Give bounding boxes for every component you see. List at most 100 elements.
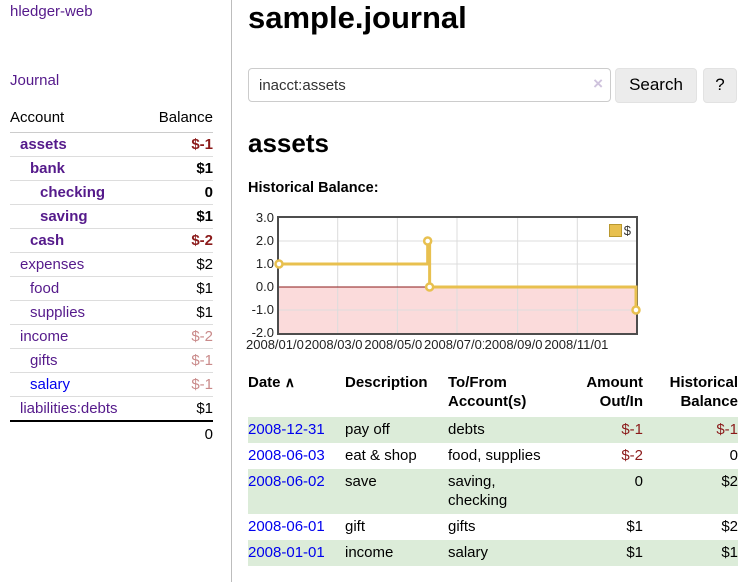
y-tick-label: 3.0 bbox=[255, 209, 274, 225]
journal-link[interactable]: Journal bbox=[10, 72, 60, 89]
app-title-link[interactable]: hledger-web bbox=[10, 3, 93, 20]
transaction-balance: $2 bbox=[721, 472, 738, 490]
account-balance: $-2 bbox=[144, 324, 213, 349]
account-row: salary $-1 bbox=[10, 372, 213, 397]
help-button[interactable]: ? bbox=[703, 67, 737, 103]
register-header-row: Date ∧ Description To/From Account(s) Am… bbox=[248, 371, 738, 417]
transaction-row: 2008-12-31 pay off debts $-1 $-1 bbox=[248, 416, 738, 443]
data-point-marker bbox=[422, 235, 433, 246]
account-row: checking 0 bbox=[10, 180, 213, 205]
transaction-date-link[interactable]: 2008-12-31 bbox=[248, 420, 325, 438]
chart-series-svg bbox=[274, 217, 641, 333]
account-balance: $1 bbox=[144, 204, 213, 229]
account-balance: $-1 bbox=[144, 372, 213, 397]
accounts-header-balance: Balance bbox=[144, 107, 213, 133]
chart-legend: $ bbox=[608, 222, 631, 238]
main-content: sample.journal × Search ? assets Histori… bbox=[245, 0, 738, 566]
accounts-table: Account Balance assets $-1 bank $1 checkin… bbox=[10, 107, 213, 446]
y-tick-label: 0.0 bbox=[255, 278, 274, 294]
account-link-checking[interactable]: checking bbox=[40, 184, 106, 201]
account-link-liabilities-debts[interactable]: liabilities:debts bbox=[20, 400, 118, 417]
clear-search-icon[interactable]: × bbox=[593, 74, 603, 94]
transaction-balance: 0 bbox=[729, 446, 738, 464]
transaction-date-link[interactable]: 2008-01-01 bbox=[248, 543, 325, 561]
account-row: assets $-1 bbox=[10, 132, 213, 157]
account-balance: $1 bbox=[144, 156, 213, 181]
y-tick-label: 1.0 bbox=[255, 255, 274, 271]
search-bar: × Search ? bbox=[248, 67, 738, 103]
transaction-row: 2008-06-03 eat & shop food, supplies $-2… bbox=[248, 443, 738, 469]
transaction-date-link[interactable]: 2008-06-01 bbox=[248, 517, 325, 535]
account-link-gifts[interactable]: gifts bbox=[30, 352, 58, 369]
account-link-salary[interactable]: salary bbox=[30, 376, 71, 393]
account-row: cash $-2 bbox=[10, 228, 213, 253]
account-row: expenses $2 bbox=[10, 252, 213, 277]
account-balance: $-1 bbox=[144, 132, 213, 157]
chart-title: Historical Balance: bbox=[248, 179, 379, 196]
chart-plot-area: $ bbox=[274, 215, 641, 335]
transaction-row: 2008-06-01 gift gifts $1 $2 bbox=[248, 514, 738, 540]
accounts-header-row: Account Balance bbox=[10, 107, 213, 133]
account-balance: $-1 bbox=[144, 348, 213, 373]
transaction-description: pay off bbox=[345, 420, 390, 438]
legend-swatch-icon bbox=[608, 223, 622, 237]
account-link-supplies[interactable]: supplies bbox=[30, 304, 86, 321]
chart-x-axis: 2008/01/01 2008/03/01 2008/05/01 2008/07/01… bbox=[245, 336, 738, 353]
account-balance: $1 bbox=[144, 300, 213, 325]
x-tick-label: 2008/01/01 bbox=[245, 336, 313, 352]
account-row: gifts $-1 bbox=[10, 348, 213, 373]
account-row: saving $1 bbox=[10, 204, 213, 229]
search-input[interactable] bbox=[248, 68, 611, 103]
transaction-description: income bbox=[345, 543, 394, 561]
account-row: supplies $1 bbox=[10, 300, 213, 325]
x-tick-label: 2008/05/01 bbox=[363, 336, 431, 352]
account-link-bank[interactable]: bank bbox=[30, 160, 66, 177]
transaction-row: 2008-06-02 save saving, checking 0 $2 bbox=[248, 468, 738, 514]
x-tick-label: 2008/09/01 bbox=[483, 336, 551, 352]
y-tick-label: 2.0 bbox=[255, 232, 274, 248]
transaction-amount: $-2 bbox=[621, 446, 643, 464]
legend-label: $ bbox=[623, 222, 631, 238]
register-table: Date ∧ Description To/From Account(s) Am… bbox=[248, 371, 738, 566]
transaction-description: save bbox=[345, 472, 377, 490]
register-header-date[interactable]: Date ∧ bbox=[248, 373, 295, 391]
transaction-accounts: debts bbox=[448, 420, 485, 438]
page-title: sample.journal bbox=[248, 0, 467, 35]
data-point-marker bbox=[631, 304, 641, 315]
data-point-marker bbox=[274, 258, 284, 269]
register-header-balance: Historical Balance bbox=[669, 373, 738, 410]
account-section-title: assets bbox=[248, 127, 329, 158]
account-link-saving[interactable]: saving bbox=[40, 208, 88, 225]
transaction-description: gift bbox=[345, 517, 366, 535]
transaction-date-link[interactable]: 2008-06-03 bbox=[248, 446, 325, 464]
account-link-food[interactable]: food bbox=[30, 280, 60, 297]
register-header-accounts: To/From Account(s) bbox=[448, 373, 527, 410]
transaction-balance: $-1 bbox=[716, 420, 738, 438]
balance-chart: 3.0 2.0 1.0 0.0 -1.0 -2.0 $ 2008/01/01 2008/03… bbox=[245, 209, 738, 355]
account-link-cash[interactable]: cash bbox=[30, 232, 65, 249]
transaction-accounts: salary bbox=[448, 543, 489, 561]
account-link-assets[interactable]: assets bbox=[20, 136, 67, 153]
account-balance: 0 bbox=[144, 180, 213, 205]
account-balance: $1 bbox=[196, 400, 213, 417]
transaction-amount: $1 bbox=[626, 517, 643, 535]
account-balance: $1 bbox=[144, 276, 213, 301]
x-tick-label: 2008/03/01 bbox=[303, 336, 371, 352]
y-tick-label: -1.0 bbox=[251, 301, 274, 317]
accounts-total-row: 0 bbox=[10, 420, 213, 446]
transaction-row: 2008-01-01 income salary $1 $1 bbox=[248, 539, 738, 566]
y-tick-label: -2.0 bbox=[251, 324, 274, 340]
transaction-amount: 0 bbox=[634, 472, 643, 490]
transaction-date-link[interactable]: 2008-06-02 bbox=[248, 472, 325, 490]
transaction-balance: $2 bbox=[721, 517, 738, 535]
account-link-income[interactable]: income bbox=[20, 328, 69, 345]
register-header-description: Description bbox=[345, 373, 428, 391]
account-row: food $1 bbox=[10, 276, 213, 301]
transaction-accounts: food, supplies bbox=[448, 446, 541, 464]
x-tick-label: 2008/07/01 bbox=[423, 336, 491, 352]
transaction-amount: $-1 bbox=[621, 420, 643, 438]
account-link-expenses[interactable]: expenses bbox=[20, 256, 85, 273]
account-row: liabilities:debts $1 bbox=[10, 397, 213, 422]
search-button[interactable]: Search bbox=[615, 67, 697, 103]
account-balance: $2 bbox=[144, 252, 213, 277]
